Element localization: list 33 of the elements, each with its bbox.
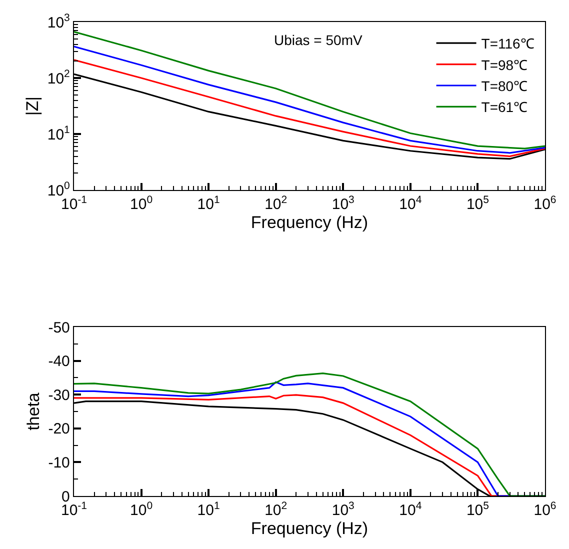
annotation: Ubias = 50mV: [274, 32, 363, 48]
y-axis-title: theta: [24, 392, 43, 430]
x-tick-label: 10$^{3}$: [332, 194, 355, 214]
x-tick-label: 10$^{5}$: [466, 194, 490, 214]
y-axis-title: |Z|: [22, 96, 42, 116]
x-tick-label: 10$^{4}$: [399, 500, 422, 520]
y-tick-label: -40: [48, 353, 70, 370]
legend-label: T=80℃: [481, 78, 528, 94]
x-tick-label: 10$^{1}$: [197, 194, 220, 214]
x-tick-label: 10$^{6}$: [534, 500, 556, 520]
x-tick-label: 10$^{1}$: [197, 500, 220, 520]
x-tick-label: 10$^{5}$: [466, 500, 490, 520]
y-tick-label: -20: [48, 420, 70, 438]
y-tick-label: 10$^{2}$: [47, 68, 70, 88]
x-tick-label: 10$^{4}$: [399, 194, 422, 214]
legend-label: T=116℃: [481, 36, 534, 52]
y-tick-label: -30: [48, 386, 70, 404]
y-tick-label: 0: [62, 488, 70, 506]
x-tick-label: 10$^{2}$: [264, 500, 288, 520]
y-tick-label: -10: [48, 454, 70, 472]
x-tick-label: 10$^{2}$: [264, 194, 288, 214]
y-tick-label: 10$^{3}$: [47, 12, 70, 32]
x-tick-label: 10$^{3}$: [332, 500, 355, 520]
legend-label: T=61℃: [481, 99, 528, 116]
x-axis-title: Frequency (Hz): [250, 213, 368, 232]
y-tick-label: -50: [48, 319, 70, 336]
x-axis-title: Frequency (Hz): [250, 519, 368, 538]
legend-label: T=98℃: [481, 56, 528, 73]
x-tick-label: 10$^{0}$: [130, 500, 153, 520]
y-tick-label: 10$^{1}$: [47, 124, 70, 144]
x-tick-label: 10$^{6}$: [534, 194, 556, 214]
x-tick-label: 10$^{0}$: [130, 194, 153, 214]
y-tick-label: 10$^{0}$: [47, 180, 70, 200]
